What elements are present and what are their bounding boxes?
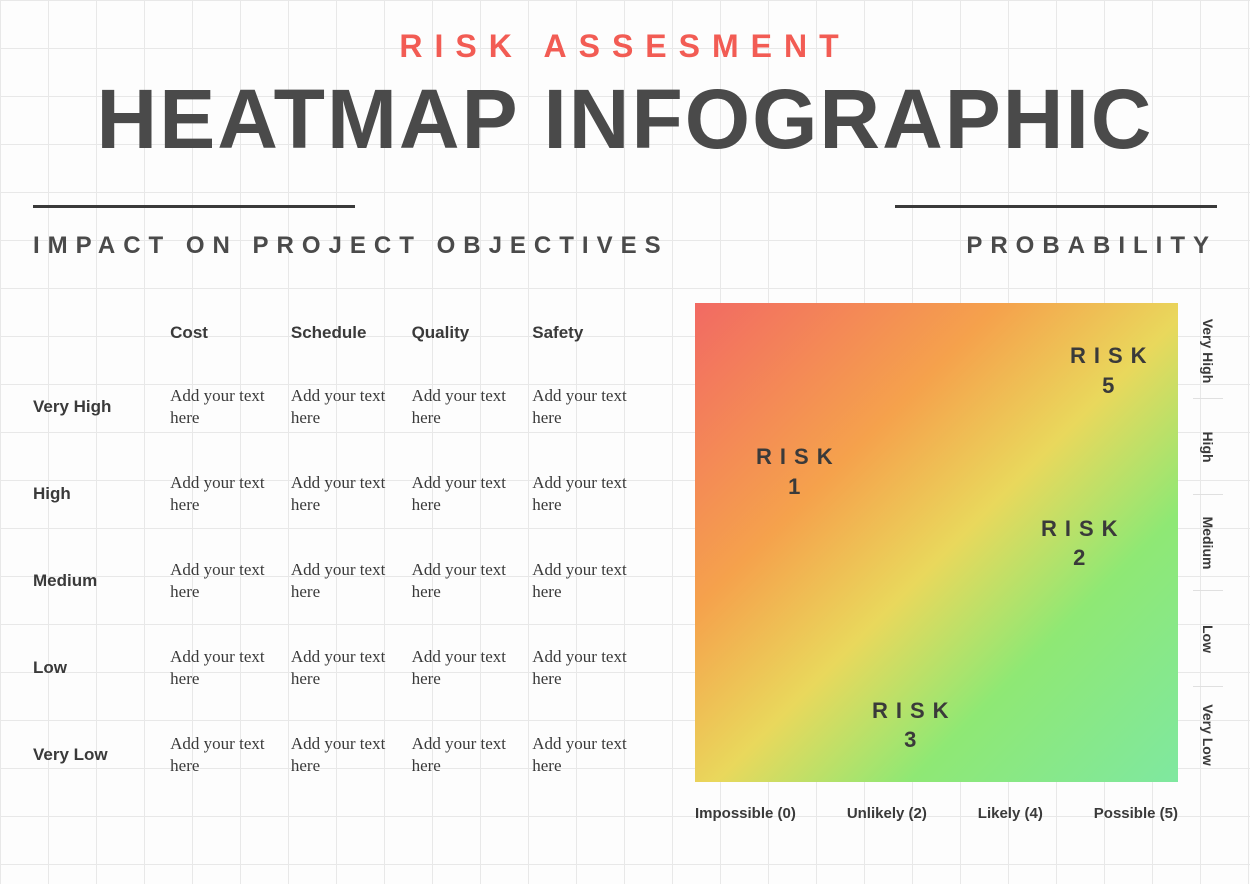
impact-col-safety: Safety: [532, 303, 653, 363]
y-axis-very-high: Very High: [1193, 303, 1223, 399]
heatmap-risk-label: RISK1: [743, 442, 853, 501]
impact-row-label: Low: [33, 624, 170, 711]
impact-cell: Add your text here: [170, 624, 291, 711]
probability-heatmap: RISK5RISK1RISK2RISK3: [695, 303, 1178, 782]
impact-row-label: High: [33, 450, 170, 537]
impact-header-spacer: [33, 303, 170, 363]
main-title: HEATMAP INFOGRAPHIC: [0, 71, 1250, 168]
impact-col-cost: Cost: [170, 303, 291, 363]
impact-cell: Add your text here: [532, 537, 653, 624]
heatmap-x-axis: Impossible (0) Unlikely (2) Likely (4) P…: [695, 805, 1178, 822]
y-axis-label: Low: [1200, 625, 1216, 653]
y-axis-label: Medium: [1200, 516, 1216, 569]
impact-row-high: High Add your text here Add your text he…: [33, 450, 653, 537]
heatmap-risk-label: RISK5: [1057, 341, 1167, 400]
heatmap-risk-label: RISK3: [859, 696, 969, 755]
risk-label-line1: RISK: [1028, 514, 1138, 544]
impact-cell: Add your text here: [412, 711, 533, 798]
impact-table: Cost Schedule Quality Safety Very High A…: [33, 303, 653, 798]
impact-cell: Add your text here: [291, 537, 412, 624]
risk-label-line1: RISK: [859, 696, 969, 726]
risk-label-line2: 3: [859, 725, 969, 755]
y-axis-label: Very Low: [1200, 704, 1216, 765]
impact-col-schedule: Schedule: [291, 303, 412, 363]
impact-cell: Add your text here: [291, 624, 412, 711]
impact-cell: Add your text here: [532, 450, 653, 537]
impact-cell: Add your text here: [170, 537, 291, 624]
impact-cell: Add your text here: [412, 450, 533, 537]
risk-label-line2: 2: [1028, 543, 1138, 573]
risk-label-line1: RISK: [1057, 341, 1167, 371]
y-axis-label: Very High: [1200, 318, 1216, 383]
impact-col-quality: Quality: [412, 303, 533, 363]
impact-cell: Add your text here: [291, 711, 412, 798]
impact-row-label: Medium: [33, 537, 170, 624]
impact-cell: Add your text here: [412, 363, 533, 450]
x-axis-possible: Possible (5): [1094, 805, 1178, 822]
y-axis-label: High: [1200, 431, 1216, 462]
heatmap-risk-label: RISK2: [1028, 514, 1138, 573]
impact-row-low: Low Add your text here Add your text her…: [33, 624, 653, 711]
impact-cell: Add your text here: [291, 450, 412, 537]
impact-cell: Add your text here: [170, 363, 291, 450]
y-axis-medium: Medium: [1193, 495, 1223, 591]
divider-right: [895, 205, 1217, 208]
impact-row-medium: Medium Add your text here Add your text …: [33, 537, 653, 624]
impact-cell: Add your text here: [412, 537, 533, 624]
impact-row-very-low: Very Low Add your text here Add your tex…: [33, 711, 653, 798]
y-axis-low: Low: [1193, 591, 1223, 687]
impact-cell: Add your text here: [291, 363, 412, 450]
x-axis-impossible: Impossible (0): [695, 805, 796, 822]
impact-cell: Add your text here: [532, 624, 653, 711]
impact-cell: Add your text here: [412, 624, 533, 711]
heatmap-y-axis: Very High High Medium Low Very Low: [1193, 303, 1223, 782]
impact-table-header: Cost Schedule Quality Safety: [33, 303, 653, 363]
eyebrow-title: RISK ASSESMENT: [0, 28, 1250, 65]
y-axis-high: High: [1193, 399, 1223, 495]
divider-left: [33, 205, 355, 208]
header: RISK ASSESMENT HEATMAP INFOGRAPHIC: [0, 28, 1250, 168]
section-label-probability: PROBABILITY: [966, 232, 1217, 260]
impact-row-label: Very Low: [33, 711, 170, 798]
impact-row-label: Very High: [33, 363, 170, 450]
risk-label-line2: 1: [743, 472, 853, 502]
y-axis-very-low: Very Low: [1193, 687, 1223, 782]
x-axis-unlikely: Unlikely (2): [847, 805, 927, 822]
impact-cell: Add your text here: [532, 711, 653, 798]
section-label-impact: IMPACT ON PROJECT OBJECTIVES: [33, 232, 669, 260]
risk-label-line2: 5: [1057, 371, 1167, 401]
impact-cell: Add your text here: [170, 450, 291, 537]
x-axis-likely: Likely (4): [978, 805, 1043, 822]
impact-row-very-high: Very High Add your text here Add your te…: [33, 363, 653, 450]
impact-cell: Add your text here: [170, 711, 291, 798]
impact-cell: Add your text here: [532, 363, 653, 450]
risk-label-line1: RISK: [743, 442, 853, 472]
